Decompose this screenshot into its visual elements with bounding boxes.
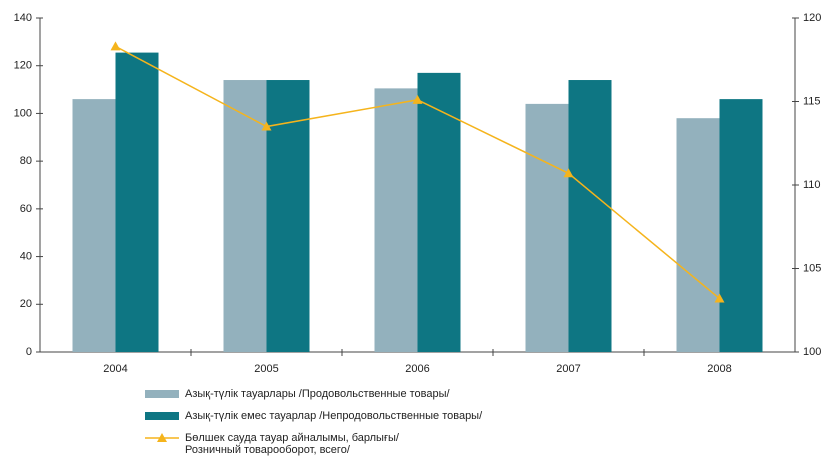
legend-swatch <box>145 390 179 398</box>
y2-tick-label: 115 <box>803 95 821 107</box>
y-tick-label: 120 <box>14 60 32 72</box>
y2-tick-label: 100 <box>803 346 821 358</box>
y-tick-label: 20 <box>20 298 32 310</box>
bar <box>676 118 720 352</box>
x-tick-label: 2007 <box>556 363 580 375</box>
x-tick-label: 2008 <box>707 363 731 375</box>
bar <box>568 80 612 353</box>
x-tick-label: 2004 <box>103 363 127 375</box>
x-tick-label: 2006 <box>405 363 429 375</box>
marker <box>110 41 121 51</box>
legend-swatch <box>145 412 179 420</box>
legend-item: Азық-түлік тауарлары /Продовольственные … <box>145 388 482 410</box>
y-tick-label: 40 <box>20 250 32 262</box>
bar <box>719 99 763 352</box>
legend-swatch <box>145 433 179 442</box>
marker <box>261 121 272 131</box>
bar <box>115 52 159 352</box>
y-tick-label: 0 <box>26 346 32 358</box>
x-tick-label: 2005 <box>254 363 278 375</box>
legend-label: Азық-түлік емес тауарлар /Непродовольств… <box>185 410 483 422</box>
legend: Азық-түлік тауарлары /Продовольственные … <box>145 388 482 456</box>
legend-label: Азық-түлік тауарлары /Продовольственные … <box>185 388 450 400</box>
bar <box>223 80 267 353</box>
y-tick-label: 80 <box>20 155 32 167</box>
marker <box>714 293 725 303</box>
legend-label: Бөлшек сауда тауар айналымы, барлығы/ Ро… <box>185 432 399 456</box>
bar <box>72 99 116 352</box>
y-tick-label: 100 <box>14 107 32 119</box>
bar <box>374 88 418 352</box>
y-tick-label: 140 <box>14 12 32 24</box>
marker <box>563 168 574 178</box>
marker <box>412 94 423 104</box>
y2-tick-label: 105 <box>803 262 821 274</box>
y-tick-label: 60 <box>20 203 32 215</box>
y2-tick-label: 120 <box>803 12 821 24</box>
bar <box>417 72 461 352</box>
bar <box>525 103 569 352</box>
legend-item: Азық-түлік емес тауарлар /Непродовольств… <box>145 410 482 432</box>
y2-tick-label: 110 <box>803 179 821 191</box>
legend-item: Бөлшек сауда тауар айналымы, барлығы/ Ро… <box>145 432 482 456</box>
